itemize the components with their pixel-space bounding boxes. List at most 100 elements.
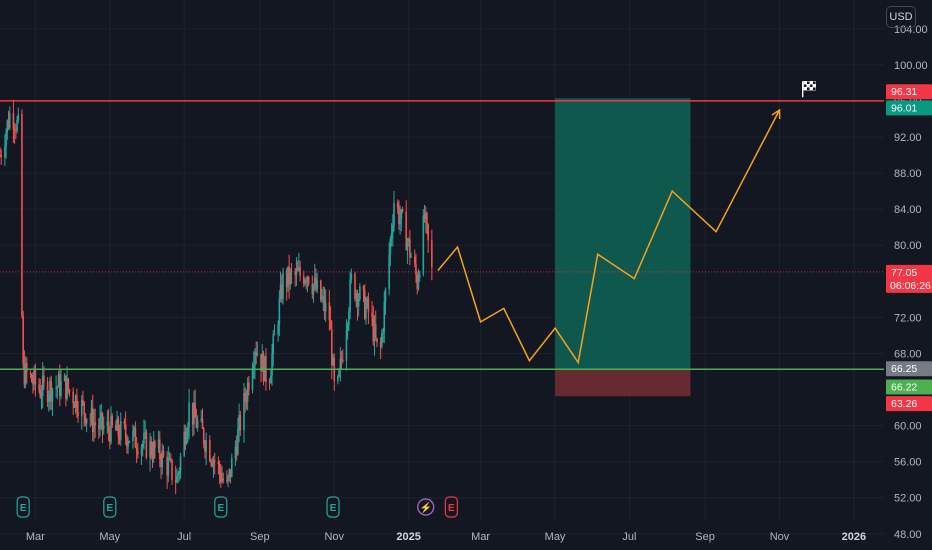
finish-flag-icon bbox=[812, 81, 816, 85]
candle-body bbox=[133, 427, 135, 432]
candle-body bbox=[272, 334, 275, 354]
earnings-event-icon[interactable]: E bbox=[214, 496, 228, 518]
candle-body bbox=[359, 286, 361, 299]
candle-body bbox=[201, 418, 204, 429]
candle-body bbox=[288, 266, 290, 285]
finish-flag-icon bbox=[809, 81, 813, 85]
candle-body bbox=[194, 402, 196, 418]
candle-body bbox=[167, 459, 170, 476]
candle-body bbox=[188, 402, 190, 427]
candle-body bbox=[99, 418, 101, 429]
split-event-icon[interactable]: ⚡ bbox=[417, 498, 435, 516]
candle-body bbox=[202, 428, 205, 444]
y-tick-label: 80.00 bbox=[894, 240, 922, 252]
candle-body bbox=[366, 298, 368, 307]
candle-body bbox=[287, 266, 289, 288]
candle-body bbox=[58, 374, 61, 396]
candle-body bbox=[144, 432, 146, 434]
candle-body bbox=[422, 215, 425, 274]
y-tick-label: 84.00 bbox=[894, 204, 922, 216]
candle-body bbox=[285, 272, 288, 288]
candle-body bbox=[278, 298, 281, 326]
candle-body bbox=[282, 272, 284, 299]
tag-entry-text: 66.22 bbox=[891, 381, 917, 393]
candle-body bbox=[116, 418, 118, 431]
candle-body bbox=[111, 415, 114, 426]
currency-label[interactable]: USD bbox=[886, 6, 916, 28]
candle-body bbox=[128, 440, 131, 443]
candle-body bbox=[185, 436, 188, 444]
candle-body bbox=[21, 114, 23, 317]
candle-body bbox=[184, 431, 187, 444]
candle-body bbox=[176, 476, 178, 483]
candle-body bbox=[43, 375, 45, 382]
candle-body bbox=[204, 443, 206, 452]
candle-body bbox=[316, 280, 318, 290]
candle-body bbox=[47, 396, 50, 402]
x-tick-label: Mar bbox=[26, 531, 45, 543]
candle-body bbox=[67, 378, 70, 390]
projection-arrow-head bbox=[771, 108, 781, 120]
earnings-event-icon[interactable]: E bbox=[103, 496, 117, 518]
tag-last-text: 77.05 bbox=[891, 267, 917, 279]
candle-body bbox=[413, 256, 416, 264]
candle-body bbox=[340, 358, 343, 360]
tag-stop bbox=[886, 396, 932, 412]
candle-body bbox=[254, 351, 256, 366]
candle-body bbox=[374, 324, 377, 339]
y-tick-label: 72.00 bbox=[894, 312, 922, 324]
candle-body bbox=[409, 238, 411, 258]
earnings-event-icon[interactable]: E bbox=[16, 496, 30, 518]
svg-text:E: E bbox=[330, 503, 337, 514]
candle-body bbox=[354, 273, 356, 299]
candle-body bbox=[363, 290, 366, 319]
candle-body bbox=[349, 279, 351, 312]
candle-body bbox=[355, 293, 358, 299]
candle-body bbox=[161, 451, 164, 468]
candle-body bbox=[149, 441, 151, 458]
candle-body bbox=[260, 353, 262, 372]
candle-body bbox=[106, 421, 109, 427]
candle-body bbox=[132, 431, 134, 441]
candle-body bbox=[17, 114, 20, 121]
x-tick-label: May bbox=[99, 531, 120, 543]
candle-body bbox=[38, 384, 40, 390]
candle-body bbox=[417, 277, 420, 289]
candle-body bbox=[405, 211, 408, 251]
candle-body bbox=[90, 407, 93, 420]
candle-body bbox=[306, 276, 309, 283]
x-tick-label: May bbox=[545, 531, 566, 543]
x-tick-label: 2025 bbox=[396, 531, 420, 543]
earnings-event-icon[interactable]: E bbox=[444, 496, 458, 518]
candle-body bbox=[382, 332, 384, 334]
candle-body bbox=[345, 330, 348, 361]
candle-body bbox=[423, 215, 426, 219]
candle-body bbox=[307, 276, 310, 285]
tag-stop-text: 63.26 bbox=[891, 398, 917, 410]
candle-body bbox=[84, 414, 87, 424]
candle-body bbox=[212, 460, 215, 467]
tag-line bbox=[886, 100, 932, 116]
candle-body bbox=[89, 418, 92, 420]
candle-body bbox=[169, 458, 172, 460]
x-tick-label: Sep bbox=[695, 531, 715, 543]
candle-body bbox=[68, 389, 71, 392]
tag-last-countdown: 06:06:26 bbox=[890, 280, 931, 292]
candle-body bbox=[123, 421, 126, 425]
finish-flag-icon bbox=[806, 84, 810, 88]
earnings-event-icon[interactable]: E bbox=[326, 496, 340, 518]
candle-body bbox=[245, 401, 248, 403]
candle-body bbox=[63, 375, 66, 382]
finish-flag-icon bbox=[809, 87, 813, 91]
candle-body bbox=[400, 209, 403, 220]
tag-support-text: 66.25 bbox=[891, 363, 917, 375]
tag-target-text: 96.31 bbox=[891, 86, 917, 98]
candle-body bbox=[85, 418, 88, 424]
candle-body bbox=[50, 380, 53, 402]
tag-last bbox=[886, 264, 932, 293]
candle-body bbox=[383, 302, 386, 333]
candle-body bbox=[396, 202, 399, 208]
candle-body bbox=[262, 353, 265, 382]
candle-body bbox=[220, 472, 222, 482]
